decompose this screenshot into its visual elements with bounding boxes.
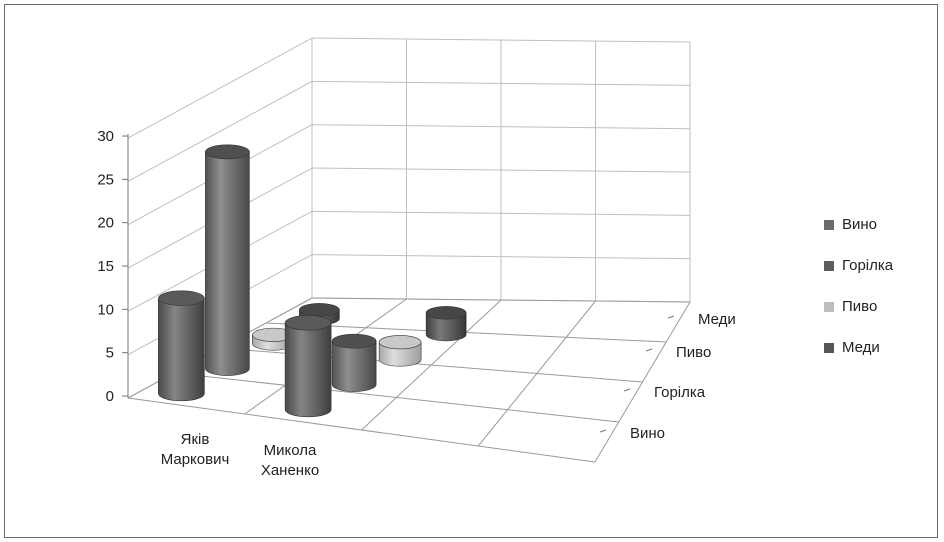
cylinder-cap bbox=[158, 290, 205, 306]
depth-tick-mark bbox=[667, 315, 675, 319]
depth-axis-label: Вино bbox=[630, 425, 665, 442]
depth-axis-label: Горілка bbox=[654, 384, 706, 401]
side-wall-gridline bbox=[127, 80, 313, 182]
legend-item: Вино bbox=[824, 216, 877, 233]
legend-swatch bbox=[824, 260, 834, 271]
cylinder-cap bbox=[425, 306, 467, 320]
depth-tick-mark bbox=[645, 348, 653, 352]
cylinder-cap bbox=[205, 144, 250, 160]
floor-gridline bbox=[127, 397, 596, 463]
cylinder-body bbox=[158, 297, 205, 402]
category-label: Яків bbox=[181, 431, 210, 448]
category-label: Маркович bbox=[161, 451, 230, 468]
cylinder-cap bbox=[378, 335, 422, 350]
cylinder-body bbox=[425, 312, 467, 342]
y-tick-label: 5 bbox=[106, 345, 114, 362]
legend-swatch bbox=[824, 219, 834, 230]
floor-gridline bbox=[311, 297, 691, 303]
floor-gridline bbox=[173, 372, 619, 423]
floor-gridline bbox=[219, 347, 643, 383]
category-label: Микола bbox=[264, 442, 317, 459]
legend-label: Пиво bbox=[842, 298, 878, 315]
depth-axis-label: Пиво bbox=[676, 344, 711, 361]
y-tick-label: 25 bbox=[97, 171, 114, 188]
side-wall-gridline bbox=[127, 37, 313, 139]
legend-label: Горілка bbox=[842, 257, 894, 274]
cylinder-cap bbox=[299, 303, 340, 317]
category-label: Ханенко bbox=[261, 462, 319, 479]
cylinder-bar bbox=[284, 315, 332, 418]
legend-label: Меди bbox=[842, 339, 880, 356]
cylinder-bar bbox=[425, 306, 467, 342]
cylinder-body bbox=[205, 151, 250, 376]
y-tick-label: 30 bbox=[97, 128, 114, 145]
y-tick-label: 0 bbox=[106, 388, 114, 405]
legend-swatch bbox=[824, 342, 834, 353]
legend-item: Пиво bbox=[824, 298, 877, 315]
y-tick-label: 15 bbox=[97, 258, 114, 275]
legend-item: Горілка bbox=[824, 257, 893, 274]
legend-swatch bbox=[824, 301, 834, 312]
cylinder-body bbox=[331, 340, 377, 392]
cylinder-bar bbox=[205, 144, 250, 376]
y-tick-label: 20 bbox=[97, 215, 114, 232]
cylinder-bar bbox=[158, 290, 205, 402]
chart-frame bbox=[4, 4, 938, 538]
legend-item: Меди bbox=[824, 339, 880, 356]
depth-axis-label: Меди bbox=[698, 311, 736, 328]
cylinder-bar bbox=[378, 335, 422, 367]
depth-tick-mark bbox=[623, 388, 631, 392]
cylinder-body bbox=[284, 322, 332, 418]
legend-label: Вино bbox=[842, 216, 878, 233]
depth-tick-mark bbox=[599, 429, 607, 433]
cylinder-bar bbox=[252, 327, 295, 351]
cylinder-cap bbox=[331, 333, 377, 349]
y-tick-label: 10 bbox=[97, 301, 114, 318]
cylinder-cap bbox=[284, 315, 332, 331]
cylinder-bar bbox=[331, 333, 377, 392]
